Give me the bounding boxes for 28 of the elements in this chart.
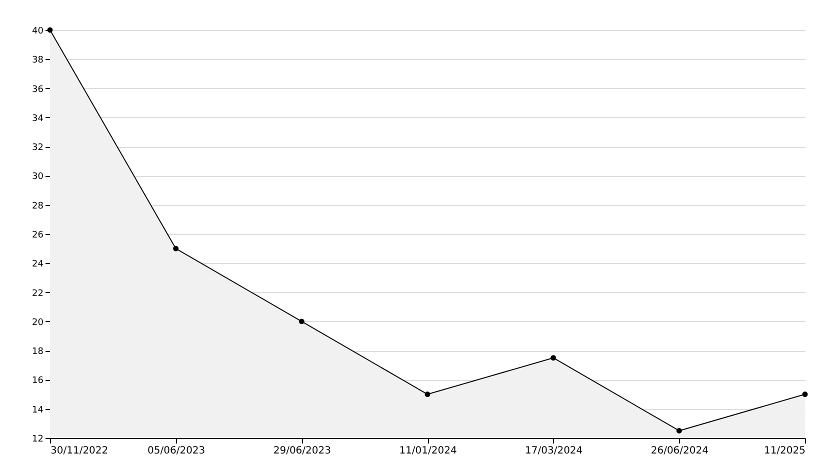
y-tick-label: 22: [32, 288, 44, 299]
y-tick-label: 40: [32, 26, 44, 36]
y-tick-label: 34: [32, 114, 44, 124]
x-tick-label: 05/06/2023: [148, 446, 206, 456]
point: [298, 318, 304, 324]
y-tick-label: 38: [32, 56, 44, 66]
y-tick-label: 28: [32, 201, 44, 212]
x-tick-label: 11/2025: [764, 446, 806, 456]
point: [802, 392, 808, 398]
y-tick-label: 26: [32, 230, 44, 240]
y-tick-label: 12: [32, 434, 44, 444]
x-tick-label: 17/03/2024: [525, 446, 583, 456]
x-tick-label: 26/06/2024: [650, 446, 708, 456]
y-tick-label: 24: [32, 260, 44, 270]
point: [173, 246, 179, 252]
y-tick-label: 16: [32, 376, 44, 386]
y-tick-label: 30: [32, 172, 44, 182]
x-tick-label: 11/01/2024: [399, 446, 457, 456]
y-tick-label: 14: [32, 405, 44, 416]
x-tick-label: 29/06/2023: [273, 446, 331, 456]
x-tick-label: 30/11/2022: [50, 446, 108, 456]
point: [424, 392, 430, 398]
y-tick-label: 18: [32, 347, 44, 358]
y-tick-label: 20: [32, 318, 44, 328]
point: [550, 355, 556, 361]
y-tick-label: 36: [32, 84, 44, 95]
y-tick-label: 32: [32, 143, 44, 154]
point: [676, 428, 682, 434]
